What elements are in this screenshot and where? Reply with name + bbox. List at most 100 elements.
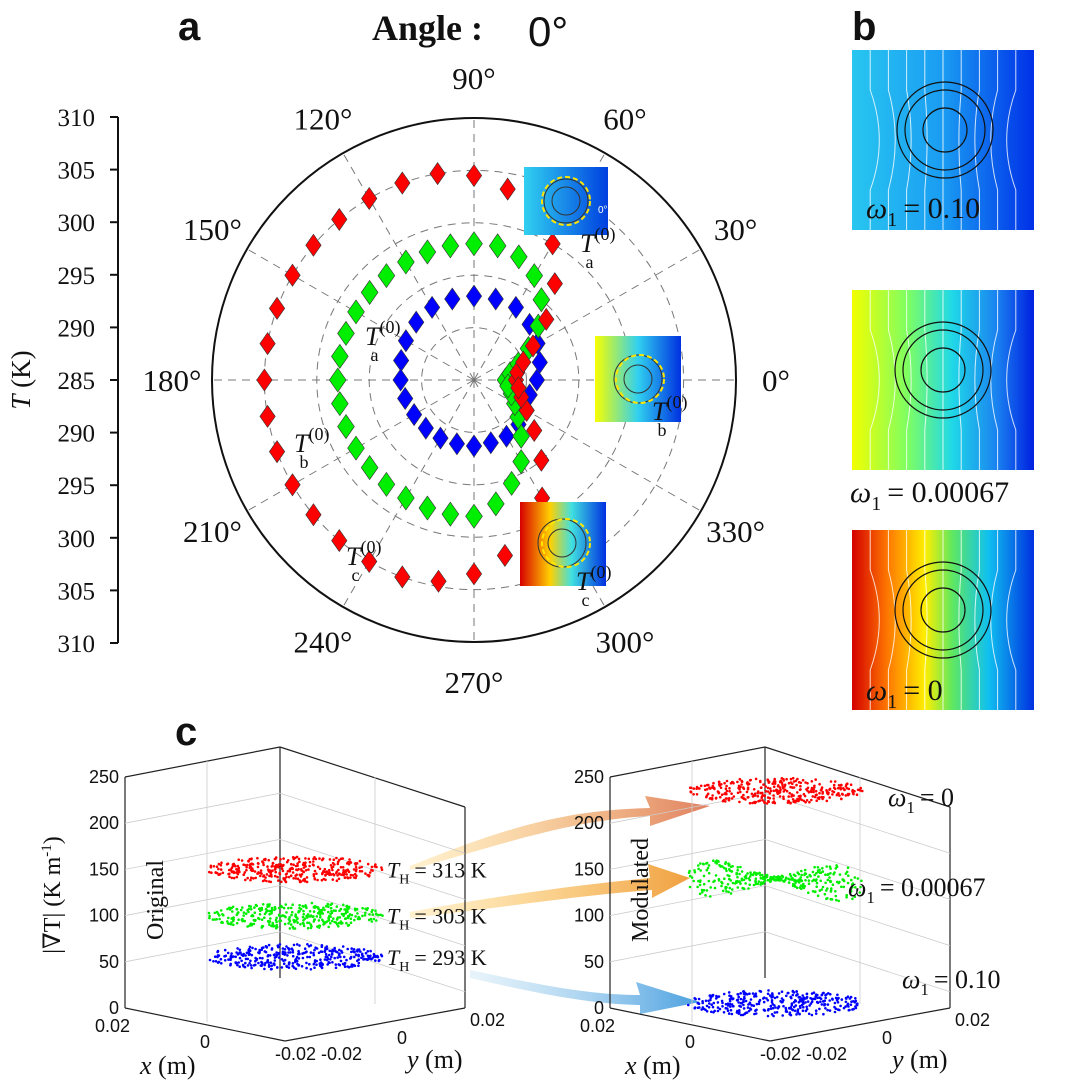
scatter-point — [796, 791, 799, 794]
scatter-point — [297, 951, 301, 955]
scatter-point — [237, 858, 240, 861]
data-point — [499, 177, 516, 201]
scatter-point — [758, 871, 761, 875]
scatter-point — [270, 948, 274, 951]
data-point — [533, 448, 550, 472]
scatter-point — [292, 877, 295, 880]
scatter-point — [818, 791, 821, 795]
scatter-layer: TH = 303 K — [207, 901, 487, 934]
scatter-point — [327, 918, 331, 921]
scatter-point — [312, 962, 316, 966]
ring-core — [922, 107, 968, 153]
scatter-point — [825, 799, 829, 803]
scatter-point — [796, 777, 799, 781]
scatter-point — [299, 923, 302, 926]
scatter-point — [329, 873, 333, 876]
scatter-point — [849, 783, 853, 786]
scatter-point — [721, 1001, 724, 1005]
scatter-point — [765, 802, 769, 805]
scatter-point — [732, 795, 736, 798]
data-point — [507, 295, 524, 319]
scatter-point — [699, 784, 703, 788]
scatter-point — [310, 925, 313, 928]
data-point — [305, 233, 322, 257]
scatter-point — [809, 996, 812, 1000]
scatter-point — [226, 907, 229, 911]
scatter-point — [369, 917, 373, 921]
scatter-point — [762, 1008, 766, 1012]
scatter-point — [238, 965, 241, 968]
scatter-point — [801, 994, 804, 997]
radial-tick-label: 295 — [58, 473, 96, 500]
grid-line — [609, 839, 766, 870]
scatter-point — [305, 914, 308, 918]
scatter-point — [284, 880, 288, 884]
scatter-point — [267, 870, 271, 873]
scatter-point — [838, 794, 841, 797]
scatter-point — [772, 785, 776, 788]
radial-tick-label: 310 — [58, 105, 96, 132]
scatter-point — [707, 999, 710, 1003]
scatter-point — [262, 875, 265, 878]
scatter-point — [852, 1007, 855, 1011]
axis-frame — [609, 1007, 771, 1042]
scatter-point — [287, 966, 291, 969]
scatter-point — [814, 778, 817, 781]
scatter-point — [745, 790, 749, 794]
scatter-point — [325, 904, 328, 908]
scatter-point — [762, 1000, 766, 1004]
scatter-point — [347, 869, 350, 873]
scatter-point — [826, 792, 830, 796]
scatter-point — [714, 861, 717, 864]
scatter-point — [784, 876, 788, 880]
scatter-point — [819, 788, 823, 792]
panel-c-label: c — [175, 710, 197, 754]
data-point — [406, 403, 423, 427]
scatter-point — [380, 866, 383, 869]
scatter-point — [854, 1006, 858, 1010]
scatter-point — [313, 960, 317, 964]
scatter-point — [357, 961, 361, 965]
scatter-point — [251, 914, 255, 918]
scatter-point — [235, 951, 238, 954]
scatter-point — [381, 914, 384, 917]
scatter-point — [305, 876, 309, 879]
scatter-point — [278, 919, 281, 923]
scatter-point — [347, 863, 351, 866]
scatter-point — [742, 797, 746, 800]
angle-tick-label: 0° — [762, 363, 790, 398]
angle-tick-label: 60° — [603, 101, 646, 136]
data-point — [532, 287, 551, 313]
polar-series — [256, 162, 563, 593]
scatter-point — [840, 998, 844, 1001]
scatter-point — [330, 919, 334, 923]
scatter-point — [824, 873, 827, 876]
scatter-point — [312, 860, 315, 863]
scatter-point — [336, 874, 339, 877]
scatter-point — [730, 1012, 734, 1016]
scatter-point — [302, 924, 306, 928]
scatter-point — [243, 919, 246, 923]
scatter-point — [349, 921, 353, 924]
scatter-point — [791, 776, 795, 780]
scatter-point — [806, 1000, 810, 1003]
scatter-point — [709, 886, 712, 889]
scatter-point — [799, 784, 802, 788]
panel-a-label: a — [178, 5, 201, 49]
scatter-point — [786, 991, 790, 995]
scatter-point — [823, 1003, 827, 1006]
data-point — [482, 431, 499, 455]
inset-a-core — [551, 186, 581, 216]
radial-tick-label: 295 — [58, 263, 96, 290]
scatter-point — [318, 857, 321, 860]
scatter-point — [298, 944, 301, 947]
scatter-point — [739, 997, 743, 1001]
scatter-point — [723, 792, 727, 795]
x-axis-label: x (m) — [624, 1051, 681, 1080]
scatter-point — [851, 789, 854, 793]
scatter-point — [291, 951, 295, 954]
z-tick-label: 150 — [574, 859, 604, 879]
scatter-point — [303, 947, 307, 950]
scatter-point — [688, 786, 692, 790]
data-point — [347, 299, 365, 325]
